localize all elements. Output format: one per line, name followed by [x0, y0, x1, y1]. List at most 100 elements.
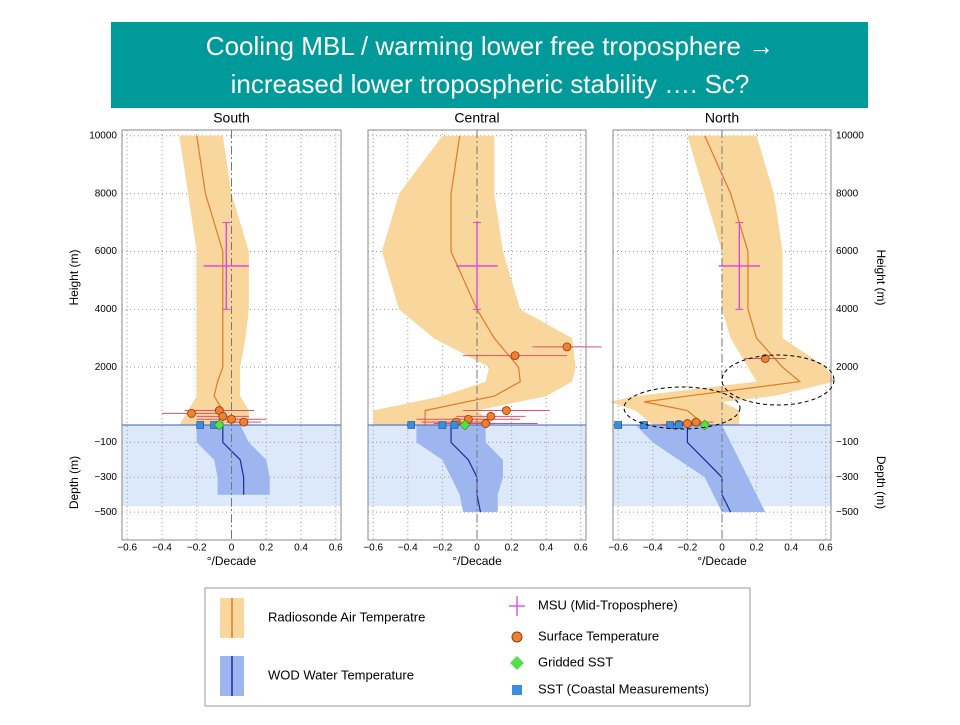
coastal-sst-point: [666, 421, 674, 429]
panel-title: North: [705, 110, 739, 126]
gridded-sst-point: [213, 419, 225, 431]
legend-label: MSU (Mid-Troposphere): [538, 597, 678, 612]
x-tick-label: 0.2: [259, 543, 273, 554]
water-line: [686, 425, 732, 513]
x-tick-label: 0: [474, 543, 480, 554]
legend-box: [204, 587, 751, 707]
water-line: [222, 425, 245, 495]
y-tick-label: 6000: [836, 246, 859, 257]
legend: Radiosonde Air Temperatre WOD Water Tempe…: [220, 596, 709, 696]
panel: Central −0.6 −0.4 −0.2 0 0.2 0.4 0.6 °/Decade: [363, 110, 602, 568]
legend-label: Surface Temperature: [538, 628, 659, 643]
panel-title: Central: [454, 110, 499, 126]
coastal-sst-point: [407, 421, 416, 429]
y-tick-label: 10000: [836, 130, 864, 141]
y-tick-label: 2000: [95, 362, 118, 373]
coastal-sst-point: [450, 421, 459, 429]
surface-point: [562, 342, 572, 352]
x-tick-label: −0.2: [187, 543, 207, 554]
legend-swatch: [512, 685, 522, 695]
plot-border: [121, 129, 342, 541]
x-tick-label: 0: [229, 543, 235, 554]
y-tick-label: −100: [94, 437, 117, 448]
legend-swatch: [511, 631, 523, 643]
y-tick-label: 4000: [836, 304, 859, 315]
x-tick-label: −0.6: [363, 543, 383, 554]
surface-point: [510, 351, 520, 360]
x-tick-label: −0.6: [117, 543, 137, 554]
y-tick-label: −500: [836, 507, 859, 518]
x-tick-label: 0.6: [574, 543, 588, 554]
air-band: [179, 135, 249, 426]
x-tick-label: −0.4: [398, 543, 418, 554]
legend-label: WOD Water Temperature: [268, 667, 414, 682]
coastal-sst-point: [196, 421, 205, 429]
air-line: [196, 135, 224, 425]
y-tick-label: −300: [94, 472, 117, 483]
panel: South −0.6 −0.4 −0.2 0 0.2 0.4 0.6 °/Decade 2000 4…: [67, 110, 343, 568]
x-tick-label: −0.4: [643, 543, 663, 554]
title-box: [111, 22, 868, 108]
y-tick-label: 10000: [89, 130, 117, 141]
surface-point: [486, 411, 496, 421]
y-tick-label: −300: [836, 472, 859, 483]
y-tick-label: −100: [836, 437, 859, 448]
legend-label: SST (Coastal Measurements): [538, 681, 709, 696]
water-band: [196, 425, 270, 495]
gridded-sst-point: [459, 419, 471, 431]
y-axis-label: Height (m): [874, 249, 888, 305]
y2-axis-label: Depth (m): [874, 456, 888, 509]
surface-point: [481, 419, 491, 428]
x-axis-label: °/Decade: [452, 554, 502, 568]
surface-point: [227, 414, 236, 424]
x-tick-label: 0.4: [294, 543, 308, 554]
y-tick-label: −500: [94, 507, 117, 518]
coastal-sst-point: [614, 421, 622, 429]
legend-label: Radiosonde Air Temperatre: [268, 609, 425, 624]
water-band: [416, 425, 503, 513]
slide-title: increased lower tropospheric stability ……: [231, 69, 750, 99]
panel: North −0.6 −0.4 −0.2 0 0.2 0.4 0.6 °/Decade 2000 4…: [608, 110, 888, 568]
y-axis-label: Height (m): [67, 249, 81, 305]
legend-label: Gridded SST: [538, 654, 613, 669]
highlight-ellipse: [721, 354, 835, 406]
x-axis-label: °/Decade: [697, 554, 747, 568]
x-axis-label: °/Decade: [207, 554, 257, 568]
air-band: [373, 135, 576, 426]
slide-title: Cooling MBL / warming lower free troposp…: [206, 31, 774, 61]
x-tick-label: 0: [719, 543, 725, 554]
water-line: [450, 425, 482, 513]
y-tick-label: 4000: [95, 304, 118, 315]
coastal-sst-point: [674, 421, 683, 429]
x-tick-label: 0.4: [784, 543, 798, 554]
x-tick-label: −0.6: [608, 543, 628, 554]
surface-point: [187, 409, 196, 418]
y-tick-label: 8000: [95, 188, 118, 199]
x-tick-label: 0.4: [539, 543, 553, 554]
plots: South −0.6 −0.4 −0.2 0 0.2 0.4 0.6 °/Decade 2000 4…: [67, 110, 888, 568]
surface-point: [502, 406, 511, 415]
surface-point: [239, 417, 249, 427]
highlight-ellipse: [623, 386, 741, 430]
air-line: [424, 135, 521, 425]
surface-point: [760, 354, 770, 363]
surface-point: [691, 417, 701, 427]
surface-point: [218, 411, 228, 421]
panel-title: South: [213, 110, 250, 126]
y-tick-label: 2000: [836, 362, 859, 373]
plot-border: [367, 129, 587, 541]
air-line: [644, 135, 802, 426]
coastal-sst-point: [438, 421, 447, 429]
x-tick-label: 0.2: [750, 543, 764, 554]
x-tick-label: −0.4: [152, 543, 172, 554]
x-tick-label: −0.2: [678, 543, 698, 554]
x-tick-label: 0.2: [505, 543, 519, 554]
x-tick-label: 0.6: [329, 543, 343, 554]
y-tick-label: 8000: [836, 188, 859, 199]
plot-border: [612, 129, 832, 541]
x-tick-label: −0.2: [433, 543, 453, 554]
surface-point: [682, 419, 692, 428]
water-band: [635, 425, 766, 513]
